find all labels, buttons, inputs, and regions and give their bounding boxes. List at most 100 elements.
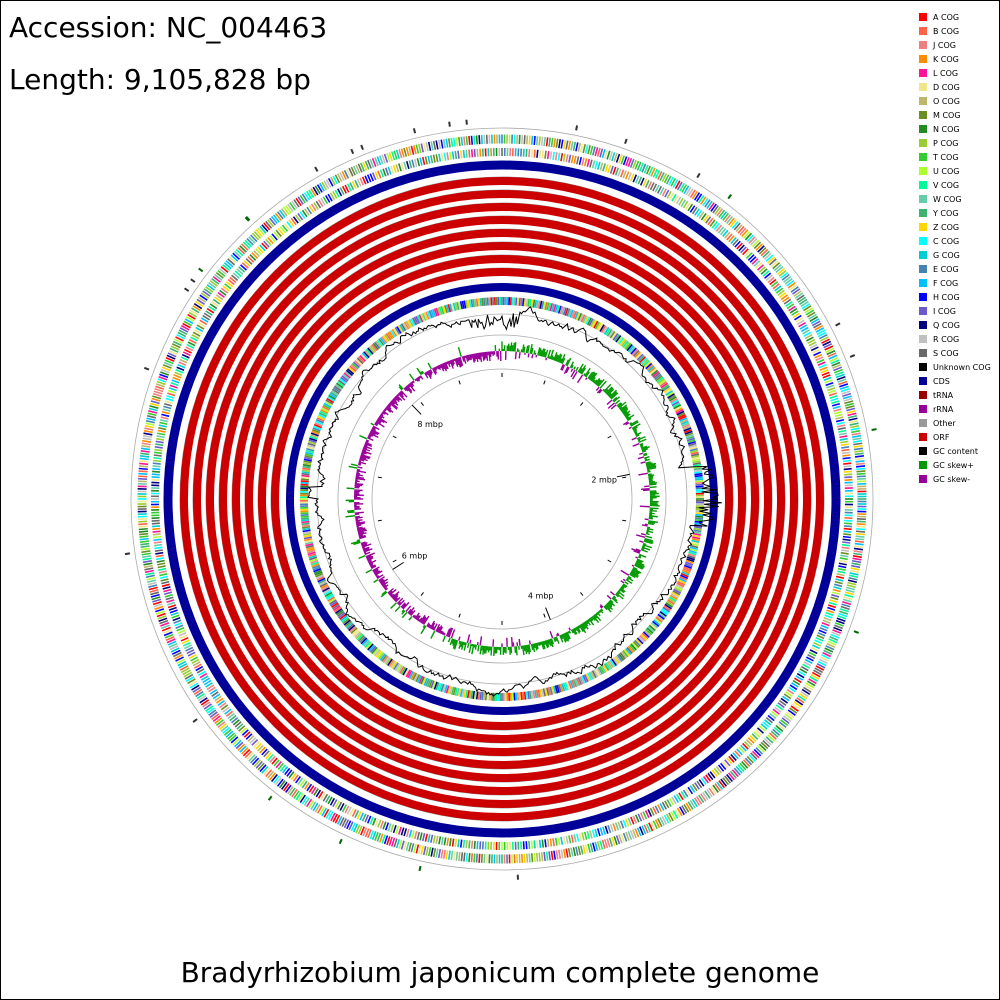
feature-mark	[678, 197, 684, 206]
feature-mark	[169, 609, 178, 614]
feature-mark	[320, 409, 329, 414]
feature-mark	[636, 353, 644, 361]
feature-mark	[327, 796, 333, 805]
feature-mark	[176, 333, 186, 340]
feature-mark	[777, 702, 785, 709]
feature-mark	[816, 358, 825, 364]
skew-bar	[560, 364, 565, 371]
feature-mark	[575, 846, 579, 856]
feature-mark	[153, 538, 162, 542]
skew-bar	[365, 552, 375, 558]
skew-bar	[364, 441, 372, 446]
skew-bar	[556, 634, 559, 637]
feature-mark	[620, 155, 626, 165]
feature-mark	[300, 483, 309, 486]
feature-mark	[636, 827, 642, 837]
feature-mark	[174, 338, 183, 344]
feature-mark	[329, 599, 337, 605]
feature-mark	[430, 309, 435, 318]
feature-mark	[349, 365, 357, 372]
feature-mark	[661, 384, 670, 390]
feature-mark	[339, 187, 345, 195]
feature-mark	[630, 173, 635, 182]
feature-mark	[199, 672, 208, 679]
legend-label: G COG	[933, 250, 960, 260]
feature-mark	[379, 169, 385, 178]
skew-bar	[576, 626, 581, 633]
feature-mark	[709, 771, 716, 779]
feature-mark	[174, 654, 183, 660]
feature-mark	[768, 732, 777, 740]
feature-mark	[657, 378, 665, 385]
skew-bar	[527, 353, 530, 358]
skew-bar	[606, 594, 612, 600]
feature-mark	[755, 262, 763, 269]
skew-bar	[514, 646, 517, 653]
feature-mark	[707, 217, 714, 226]
feature-mark	[821, 654, 830, 660]
feature-mark	[257, 744, 264, 752]
skew-bar	[454, 358, 459, 367]
feature-mark	[212, 298, 221, 305]
feature-mark	[685, 186, 692, 196]
feature-mark	[257, 762, 265, 771]
skew-bar	[579, 624, 587, 634]
orf-ring-7	[258, 255, 746, 743]
feature-mark	[248, 236, 256, 244]
feature-mark	[472, 298, 476, 308]
feature-mark	[376, 651, 384, 659]
feature-mark	[415, 144, 420, 154]
feature-mark	[654, 617, 662, 625]
feature-mark	[632, 159, 637, 169]
feature-mark	[837, 615, 847, 620]
feature-mark	[830, 596, 839, 601]
feature-mark	[653, 619, 661, 626]
feature-mark	[567, 308, 573, 318]
feature-mark	[842, 535, 851, 539]
feature-mark	[764, 719, 772, 726]
feature-mark	[222, 285, 230, 292]
feature-mark	[736, 748, 743, 756]
feature-mark	[312, 186, 319, 196]
feature-mark	[668, 394, 676, 401]
feature-mark	[139, 457, 149, 461]
legend-item: T COG	[919, 150, 999, 164]
feature-mark	[184, 644, 192, 650]
feature-mark	[151, 476, 160, 479]
feature-mark	[355, 358, 363, 366]
feature-mark	[647, 809, 653, 817]
legend-label: Z COG	[933, 222, 960, 232]
skew-bar	[437, 365, 442, 371]
feature-mark	[461, 300, 465, 309]
skew-bar	[583, 373, 586, 376]
feature-mark	[392, 164, 397, 174]
skew-bar	[598, 389, 603, 394]
skew-bar	[412, 614, 416, 618]
feature-mark	[845, 589, 855, 593]
feature-mark	[445, 304, 450, 313]
legend-swatch	[919, 55, 927, 63]
feature-mark	[278, 780, 286, 789]
feature-mark	[291, 789, 298, 798]
feature-mark	[815, 356, 824, 362]
skew-bar	[370, 422, 375, 426]
legend-swatch	[919, 125, 927, 133]
feature-mark	[801, 688, 811, 695]
feature-mark	[844, 400, 854, 405]
feature-mark	[413, 158, 418, 167]
feature-mark	[465, 852, 469, 862]
feature-mark	[804, 334, 813, 340]
feature-mark	[652, 371, 660, 378]
skew-bar	[531, 354, 534, 359]
feature-mark	[650, 622, 659, 629]
feature-mark	[691, 537, 700, 542]
feature-mark	[692, 460, 701, 464]
feature-mark	[550, 850, 554, 861]
skew-bar	[374, 422, 379, 426]
skew-bar	[463, 355, 467, 364]
skew-bar	[358, 554, 366, 560]
feature-mark	[607, 164, 612, 174]
feature-mark	[255, 248, 262, 256]
feature-mark	[806, 311, 816, 318]
feature-mark	[325, 810, 332, 819]
